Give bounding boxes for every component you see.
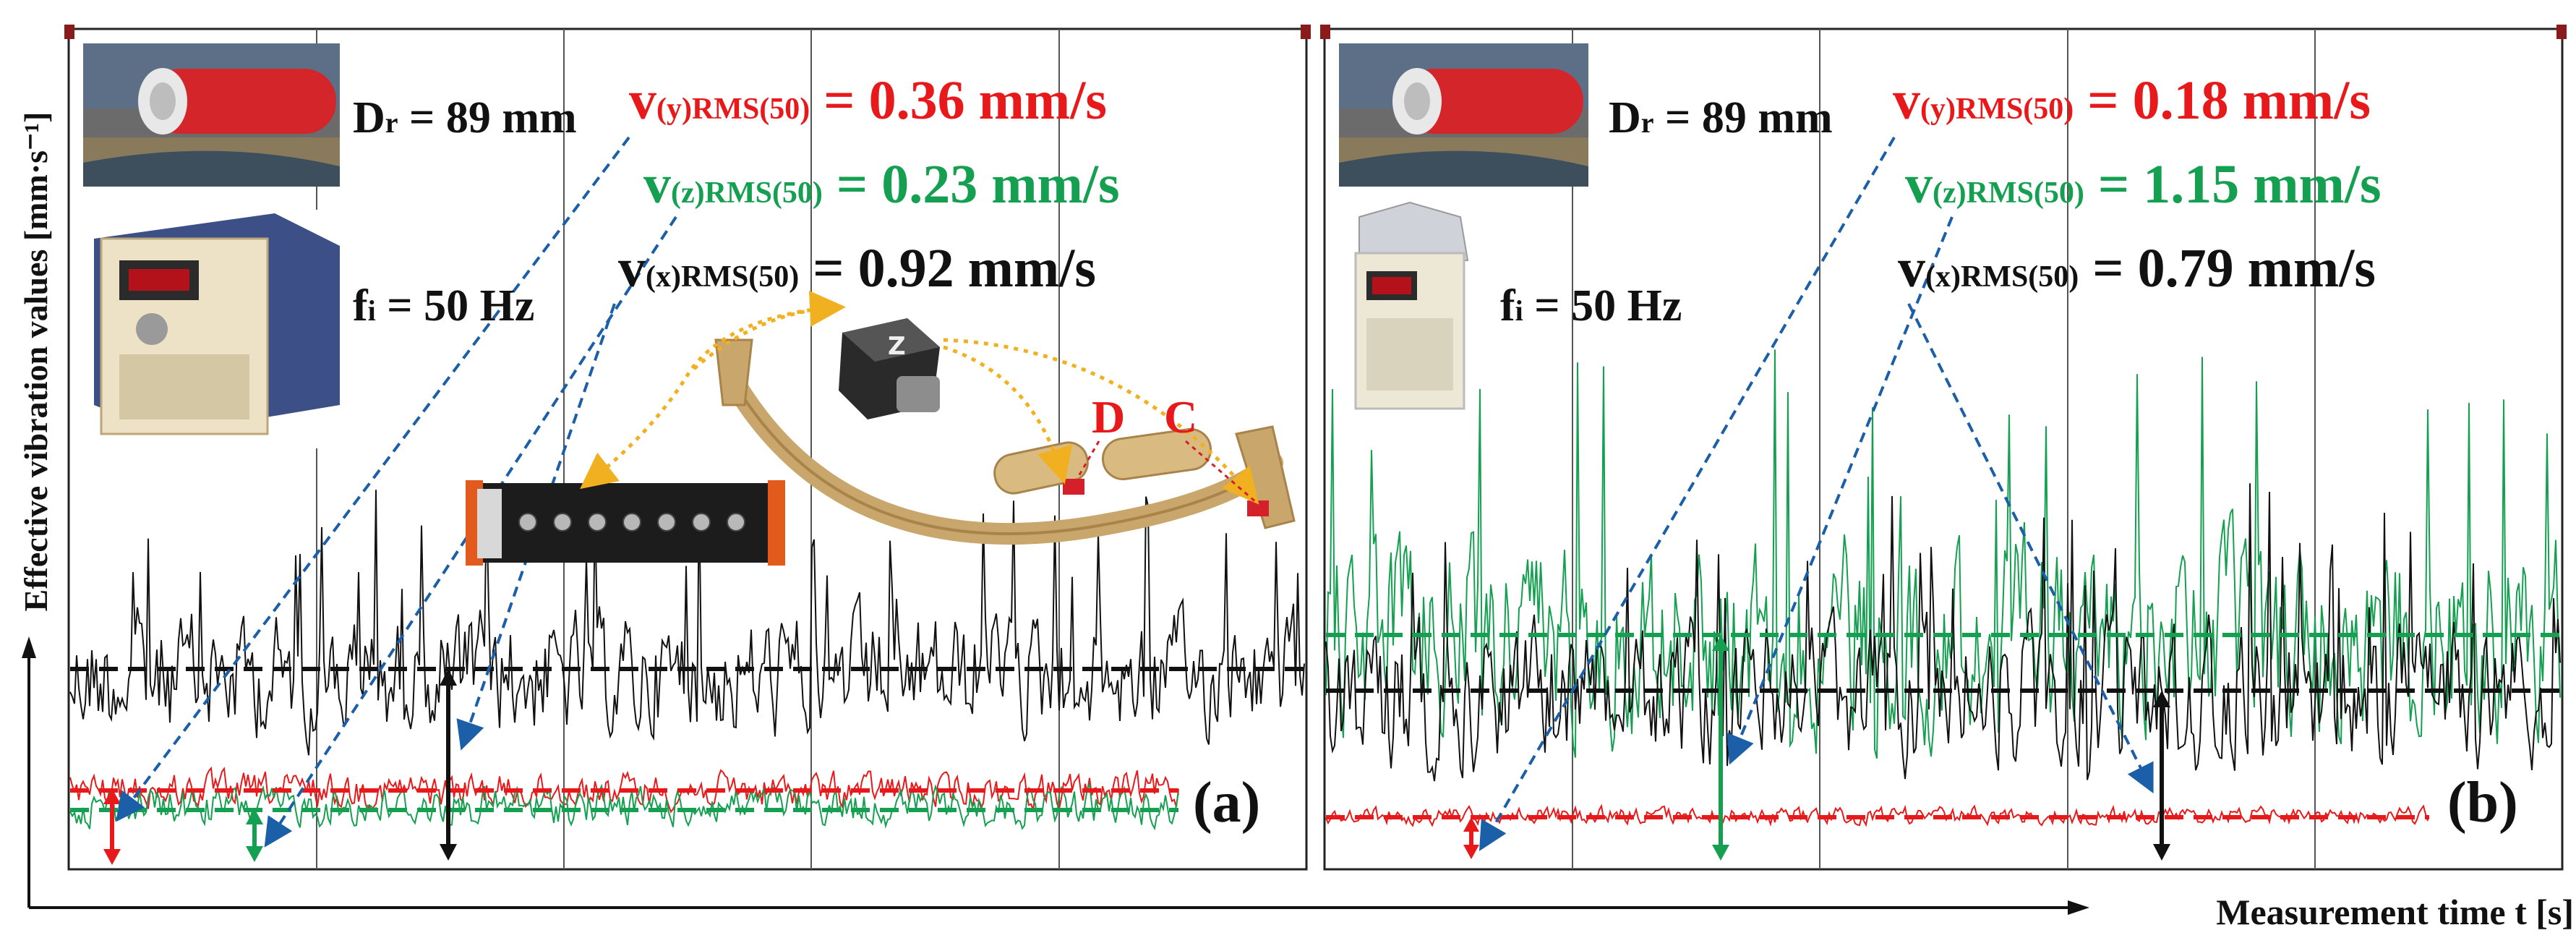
panel-a-corner-right xyxy=(1301,25,1311,39)
panel-a-roller-diameter: Dr = 89 mm xyxy=(353,93,577,142)
sensor-point-d: D xyxy=(1092,391,1126,443)
pointer-b-x xyxy=(1907,303,2154,794)
y-axis-arrow xyxy=(22,636,36,658)
panel-a-magnitude-arrows xyxy=(103,669,457,865)
panel-b-rms-z-label: v(z)RMS(50) = 1.15 mm/s xyxy=(1905,154,2382,215)
panel-a-label: (a) xyxy=(1193,771,1261,835)
roller-frame-illustration xyxy=(714,338,1296,545)
panel-b-roller-diameter: Dr = 89 mm xyxy=(1609,93,1833,142)
panel-b-trace-x xyxy=(1325,483,2561,782)
pointer-b-z xyxy=(1726,216,1954,765)
panel-a-corner-left xyxy=(64,25,74,39)
panel-b-trace-z xyxy=(1325,349,2561,759)
panel-a-frequency: fi = 50 Hz xyxy=(353,281,535,331)
panel-b-rms-y-label: v(y)RMS(50) = 0.18 mm/s xyxy=(1893,70,2371,131)
panel-b-frequency: fi = 50 Hz xyxy=(1500,281,1682,331)
panel-a-trace-x xyxy=(69,490,1305,756)
panel-b-corner-left xyxy=(1320,25,1330,39)
roller-photo-a xyxy=(83,43,340,187)
x-axis-arrow xyxy=(2068,900,2089,915)
sensor-point-leaders xyxy=(1074,440,1257,504)
panel-b-label: (b) xyxy=(2447,771,2518,835)
panel-b-pointer-arrows xyxy=(1479,136,2154,851)
panel-a-trace-y xyxy=(69,766,1179,814)
panel-a-rms-z-label: v(z)RMS(50) = 0.23 mm/s xyxy=(643,154,1120,215)
inverter-photo-a xyxy=(83,210,340,448)
pointer-a-y xyxy=(116,136,630,822)
vibration-sensor-illustration: Z xyxy=(839,318,940,419)
panel-b-rms-lines xyxy=(1326,633,2561,819)
x-axis-label: Measurement time t [s] xyxy=(2216,892,2574,932)
panel-b-rms-x-label: v(x)RMS(50) = 0.79 mm/s xyxy=(1898,238,2376,299)
daq-unit-illustration xyxy=(466,480,785,566)
roller-photo-b xyxy=(1339,43,1588,187)
y-axis-label: Effective vibration values [mm·s⁻¹] xyxy=(17,111,54,612)
inverter-photo-b xyxy=(1345,201,1475,412)
svg-text:Z: Z xyxy=(888,332,906,361)
panel-a-rms-y-label: v(y)RMS(50) = 0.36 mm/s xyxy=(629,70,1107,131)
panel-b-corner-right xyxy=(2556,25,2567,39)
sensor-cable-arrows xyxy=(580,290,1259,505)
panel-b-magnitude-arrows xyxy=(1463,635,2170,861)
pointer-b-y xyxy=(1479,136,1896,851)
sensor-point-c: C xyxy=(1164,391,1198,443)
panel-a-rms-x-label: v(x)RMS(50) = 0.92 mm/s xyxy=(618,238,1096,299)
